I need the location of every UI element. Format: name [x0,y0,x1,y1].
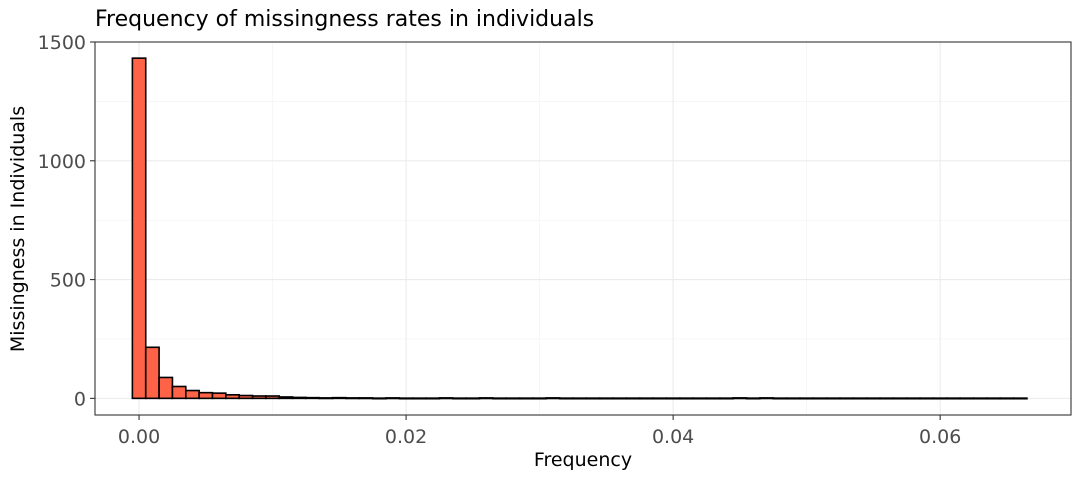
histogram-bar [358,397,374,400]
histogram-bar [278,396,294,400]
histogram-bar [331,396,347,400]
histogram-bar [785,397,801,400]
histogram-bar [492,397,508,400]
histogram-bar [225,394,240,400]
histogram-bar [572,397,588,400]
histogram-bar [732,397,748,400]
histogram-bar [665,397,681,400]
histogram-bar [305,396,321,400]
histogram-bar [558,397,574,400]
histogram-bar [238,394,254,400]
histogram-bar [759,397,775,400]
histogram-bar [251,395,267,400]
histogram-bar [986,397,1002,400]
histogram-bar [505,397,521,400]
y-tick-label: 500 [50,270,86,292]
histogram-bar [612,397,628,400]
histogram-bar [879,397,895,400]
histogram-bar [465,397,481,400]
histogram-bar [638,397,654,400]
y-tick-label: 1500 [38,32,86,54]
histogram-bar [678,397,694,400]
histogram-bar [959,397,975,400]
histogram-bar [839,397,855,400]
histogram-bar [452,397,467,400]
axes: 0.00 0.02 0.04 0.06 0 500 1000 1500 [38,32,962,448]
histogram-bar [825,397,841,400]
histogram-bar [411,397,427,400]
histogram-bar [812,397,828,400]
bars [131,57,1028,400]
y-tick-label: 0 [74,388,86,410]
histogram-bar [652,397,668,400]
histogram-bar [999,397,1015,400]
grid [95,41,1071,415]
histogram-bar [265,395,281,400]
y-axis-title: Missingness in Individuals [7,106,29,352]
histogram-bar [745,397,761,400]
x-axis-title: Frequency [534,449,632,471]
histogram-bar [158,376,174,400]
histogram-bar [719,397,735,400]
histogram-bar [799,397,815,400]
x-tick-label: 0.02 [385,426,427,448]
histogram-bar [518,397,534,400]
histogram-bar [438,397,454,400]
histogram-bar [705,397,721,400]
histogram-bar [425,397,441,400]
histogram-bar [398,397,414,400]
histogram-bar [772,397,788,400]
histogram-bar [131,57,147,400]
histogram-bar [171,385,187,400]
histogram-bar [532,397,548,400]
histogram-bar [545,397,561,400]
chart-title: Frequency of missingness rates in indivi… [95,7,594,32]
histogram-bar [972,397,988,400]
histogram-bar [318,397,334,400]
histogram-bar [625,397,641,400]
histogram-bar [1012,397,1028,400]
y-tick-label: 1000 [38,151,86,173]
histogram-bar [852,397,868,400]
histogram-bar [371,397,387,400]
histogram-bar [865,397,881,400]
x-tick-label: 0.06 [919,426,961,448]
panel-border [94,41,1072,416]
histogram-bar [211,392,227,400]
histogram-bar [598,397,614,400]
histogram-bar [932,397,948,400]
x-tick-label: 0.00 [118,426,160,448]
histogram-bar [919,397,935,400]
histogram-bar [892,397,908,400]
histogram-bar [198,391,214,400]
histogram-bar [905,397,921,400]
histogram-bar [291,396,307,400]
histogram-bar [946,397,961,400]
histogram-bar [184,389,200,400]
histogram-bar [478,397,494,400]
histogram-bar [345,397,361,400]
x-tick-label: 0.04 [652,426,694,448]
histogram-bar [585,397,601,400]
histogram-bar [144,346,160,400]
histogram-bar [692,397,708,400]
histogram-bar [385,397,401,400]
